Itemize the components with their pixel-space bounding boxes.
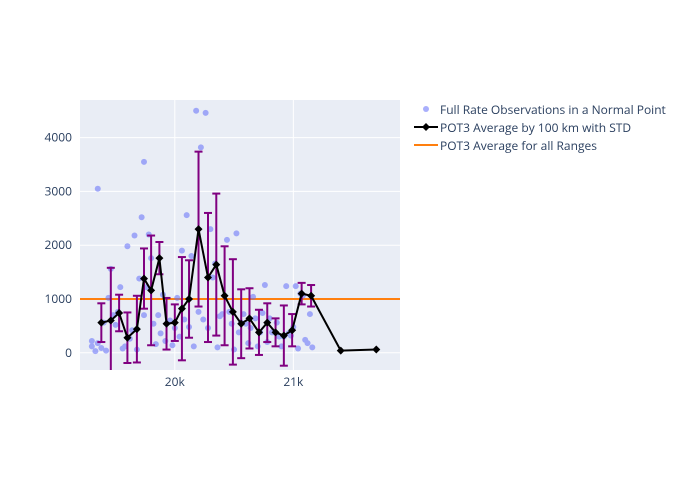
plot-svg: 20k 21k 0 1000 2000 3000 4000 [0,0,700,500]
scatter-point[interactable] [283,283,289,289]
scatter-point[interactable] [293,283,299,289]
scatter-point[interactable] [117,284,123,290]
scatter-point[interactable] [174,295,180,301]
legend-item[interactable]: Full Rate Observations in a Normal Point [412,100,666,118]
scatter-point[interactable] [196,309,202,315]
scatter-point[interactable] [158,330,164,336]
scatter-point[interactable] [200,316,206,322]
scatter-point[interactable] [113,322,119,328]
scatter-marker-icon [412,102,440,116]
svg-text:20k: 20k [165,373,186,390]
scatter-point[interactable] [141,312,147,318]
scatter-point[interactable] [89,343,95,349]
legend-item[interactable]: POT3 Average for all Ranges [412,136,666,154]
scatter-point[interactable] [250,294,256,300]
scatter-point[interactable] [305,340,311,346]
scatter-point[interactable] [169,342,175,348]
scatter-point[interactable] [92,348,98,354]
scatter-point[interactable] [179,248,185,254]
scatter-point[interactable] [89,338,95,344]
scatter-point[interactable] [155,312,161,318]
legend[interactable]: Full Rate Observations in a Normal Point… [412,100,666,154]
scatter-point[interactable] [233,230,239,236]
scatter-point[interactable] [95,186,101,192]
scatter-point[interactable] [132,233,138,239]
legend-label: Full Rate Observations in a Normal Point [440,101,666,118]
scatter-point[interactable] [193,108,199,114]
scatter-point[interactable] [191,343,197,349]
scatter-point[interactable] [153,341,159,347]
scatter-point[interactable] [224,237,230,243]
legend-label: POT3 Average by 100 km with STD [440,119,631,136]
svg-text:1000: 1000 [45,290,73,307]
svg-text:3000: 3000 [45,182,73,199]
scatter-point[interactable] [141,159,147,165]
scatter-point[interactable] [139,214,145,220]
scatter-point[interactable] [203,110,209,116]
scatter-point[interactable] [309,344,315,350]
legend-label: POT3 Average for all Ranges [440,137,597,154]
scatter-point[interactable] [307,311,313,317]
svg-text:21k: 21k [283,373,304,390]
svg-text:4000: 4000 [45,129,73,146]
scatter-point[interactable] [188,253,194,259]
scatter-point[interactable] [198,144,204,150]
scatter-point[interactable] [124,243,130,249]
line-marker-icon [412,120,440,134]
svg-text:0: 0 [65,344,72,361]
scatter-point[interactable] [103,348,109,354]
legend-item[interactable]: POT3 Average by 100 km with STD [412,118,666,136]
scatter-point[interactable] [95,340,101,346]
chart-figure: 20k 21k 0 1000 2000 3000 4000 Full Rate Observ… [0,0,700,500]
scatter-point[interactable] [214,344,220,350]
scatter-point[interactable] [260,310,266,316]
line-icon [412,138,440,152]
scatter-point[interactable] [184,212,190,218]
svg-text:2000: 2000 [45,236,73,253]
scatter-point[interactable] [262,282,268,288]
